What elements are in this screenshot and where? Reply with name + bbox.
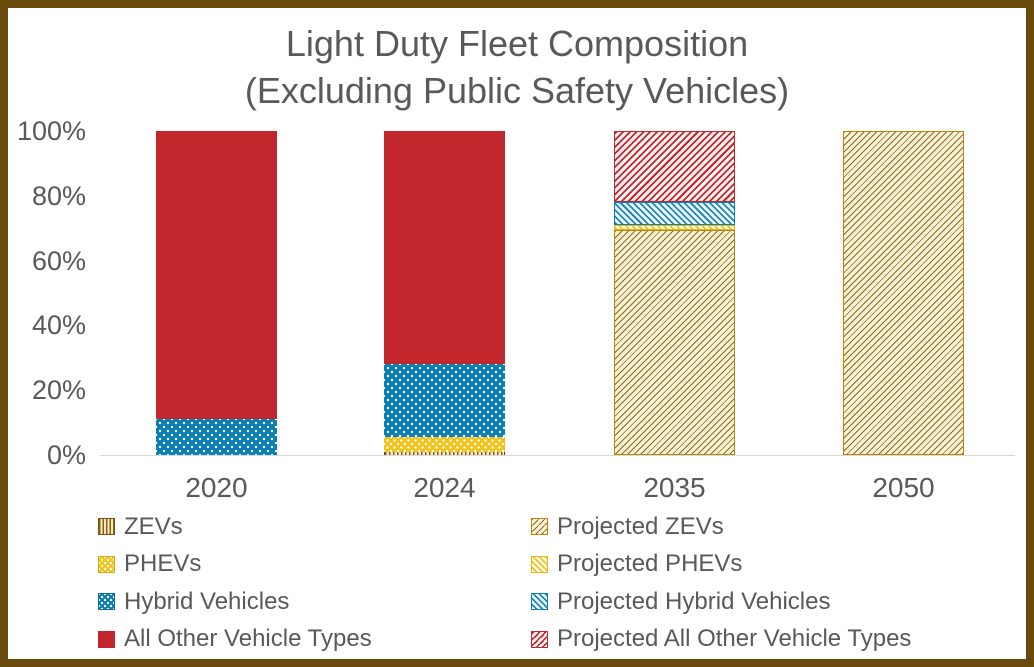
bar-segment-hybrid: [384, 364, 505, 438]
legend-swatch-proj_hybrid: [531, 593, 548, 611]
bar-segment-phev: [384, 437, 505, 452]
legend-swatch-hybrid: [98, 593, 115, 611]
legend-item-proj_other: Projected All Other Vehicle Types: [531, 621, 911, 659]
legend-swatch-proj_other: [531, 630, 548, 648]
bar-segment-other: [384, 131, 505, 365]
chart-title-line1: Light Duty Fleet Composition: [285, 23, 749, 64]
bar-segment-proj_zev: [614, 229, 735, 455]
legend-item-proj_zev: Projected ZEVs: [531, 508, 911, 546]
legend-item-zev: ZEVs: [98, 508, 372, 546]
chart-title: Light Duty Fleet Composition (Excluding …: [8, 20, 1026, 114]
bar-segment-proj_phev: [614, 224, 735, 230]
legend-label-hybrid: Hybrid Vehicles: [124, 587, 290, 615]
y-tick-label: 20%: [31, 375, 86, 406]
legend-item-proj_phev: Projected PHEVs: [531, 546, 911, 584]
legend-item-phev: PHEVs: [98, 546, 372, 584]
y-tick-label: 40%: [31, 310, 86, 341]
bar-segment-zev: [384, 451, 505, 455]
y-tick-label: 60%: [31, 245, 86, 276]
legend-column-1: ZEVs PHEVs Hybrid Vehicles All Other Vehicl…: [98, 508, 372, 658]
legend-item-other: All Other Vehicle Types: [98, 621, 372, 659]
bar-2050: [843, 131, 964, 455]
bar-segment-proj_hybrid: [614, 202, 735, 225]
chart-title-line2: (Excluding Public Safety Vehicles): [244, 70, 790, 111]
bar-segment-hybrid: [156, 419, 277, 455]
legend-item-hybrid: Hybrid Vehicles: [98, 583, 372, 621]
x-tick-label-2020: 2020: [185, 472, 248, 503]
legend-label-other: All Other Vehicle Types: [124, 625, 372, 653]
x-tick-label-2024: 2024: [413, 472, 476, 503]
legend-label-proj_phev: Projected PHEVs: [557, 550, 743, 578]
legend-swatch-proj_phev: [531, 555, 548, 573]
bar-2020: [156, 131, 277, 455]
legend-label-zev: ZEVs: [124, 512, 183, 540]
x-tick-label-2035: 2035: [643, 472, 706, 503]
y-tick-label: 80%: [31, 180, 86, 211]
legend-label-proj_other: Projected All Other Vehicle Types: [557, 625, 912, 653]
x-axis-line: [100, 455, 1015, 456]
bar-segment-proj_zev: [843, 131, 964, 455]
legend-column-2: Projected ZEVs Projected PHEVs Projected H…: [531, 508, 911, 658]
legend-swatch-proj_zev: [531, 518, 548, 536]
legend-label-proj_zev: Projected ZEVs: [557, 512, 724, 540]
bar-segment-proj_other: [614, 131, 735, 203]
legend-label-phev: PHEVs: [124, 550, 202, 578]
legend-label-proj_hybrid: Projected Hybrid Vehicles: [557, 587, 831, 615]
bar-2035: [614, 131, 735, 455]
bar-segment-other: [156, 131, 277, 420]
bar-2024: [384, 131, 505, 455]
legend-swatch-zev: [98, 518, 115, 536]
x-tick-label-2050: 2050: [872, 472, 935, 503]
legend-swatch-other: [98, 630, 115, 648]
y-tick-label: 0%: [46, 440, 86, 470]
legend-item-proj_hybrid: Projected Hybrid Vehicles: [531, 583, 911, 621]
y-tick-label: 100%: [16, 116, 86, 146]
legend-swatch-phev: [98, 555, 115, 573]
